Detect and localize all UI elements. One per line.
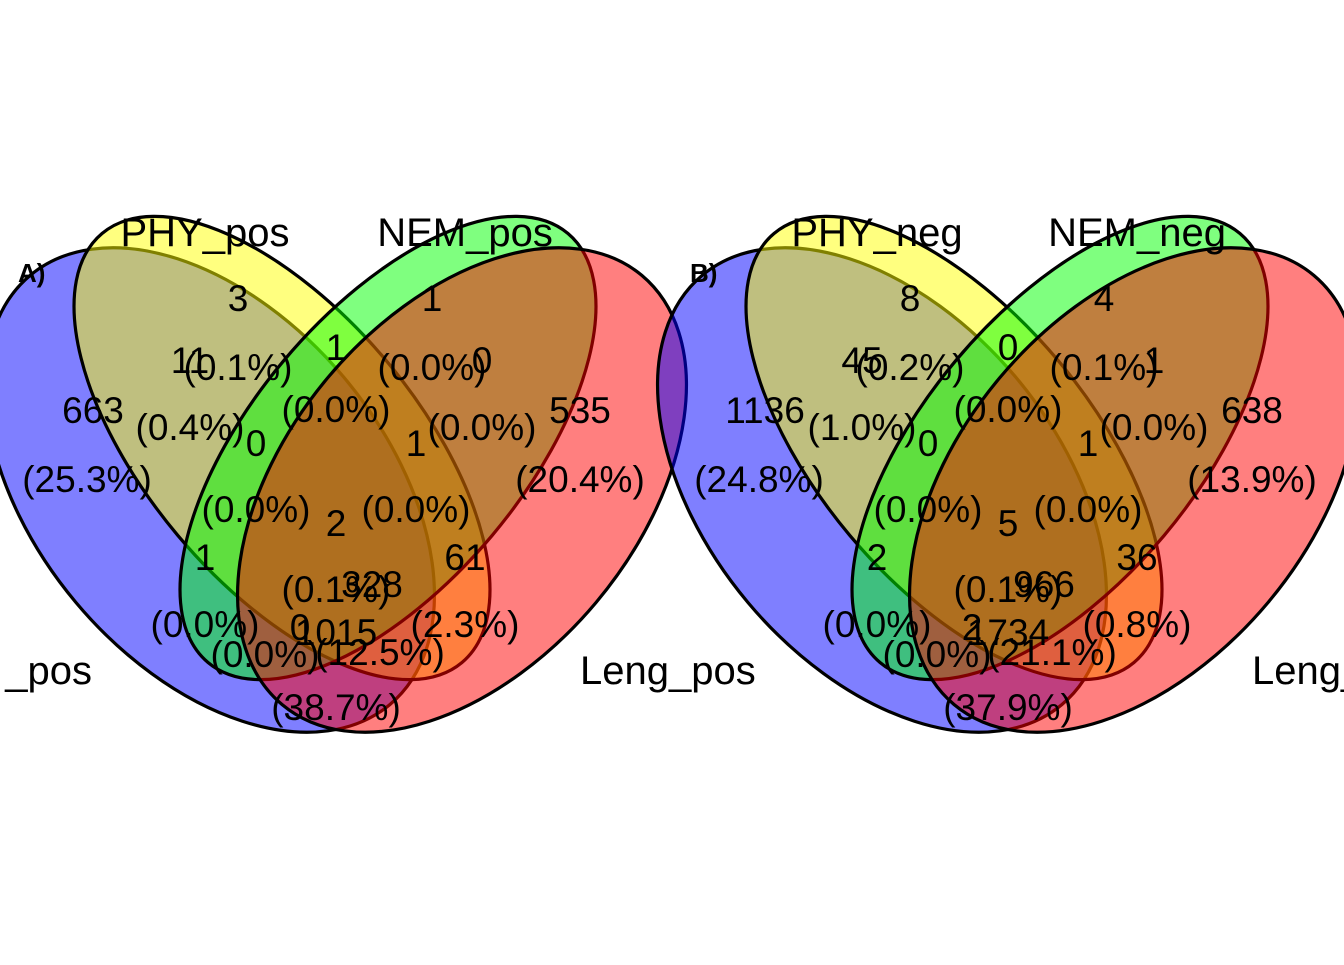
region-count: 61	[444, 537, 485, 578]
region-count: 5	[998, 503, 1019, 544]
region-percent: (37.9%)	[943, 687, 1073, 728]
region-percent: (0.1%)	[282, 569, 391, 610]
region-percent: (0.0%)	[378, 347, 487, 388]
region-count: 328	[341, 564, 403, 605]
region-percent: (0.0%)	[954, 389, 1063, 430]
region-count: 36	[1116, 537, 1157, 578]
region-percent: (21.1%)	[987, 632, 1117, 673]
region-count: 2	[962, 607, 983, 648]
set-label-green-b: NEM_neg	[1048, 211, 1226, 255]
set-label-yellow-b: PHY_neg	[791, 211, 962, 255]
region-count: 2	[326, 503, 347, 544]
region-percent: (38.7%)	[271, 687, 401, 728]
region-count: 663	[62, 390, 124, 431]
region-count: 0	[998, 327, 1019, 368]
region-percent: (13.9%)	[1187, 459, 1317, 500]
region-percent: (0.1%)	[1050, 347, 1159, 388]
venn-panel-a: PHY_pos NEM_pos _pos Leng_pos A) 663 (25…	[0, 211, 756, 734]
region-percent: (0.0%)	[823, 604, 932, 645]
region-count: 1	[422, 278, 443, 319]
ellipse-red-b	[907, 246, 1344, 734]
region-percent: (0.1%)	[184, 347, 293, 388]
region-count: 45	[841, 340, 882, 381]
set-label-yellow-a: PHY_pos	[121, 211, 290, 255]
region-percent: (0.0%)	[362, 489, 471, 530]
region-count: 1	[406, 423, 427, 464]
venn-panel-b: PHY_neg NEM_neg Leng_neg B) 1136 (24.8%)…	[655, 211, 1344, 734]
region-percent: (0.0%)	[874, 489, 983, 530]
set-labels-b: PHY_neg NEM_neg Leng_neg	[791, 211, 1344, 693]
region-labels-a: 663 (25.3%) 3 (0.1%) 1 (0.0%) 535 (20.4%…	[22, 278, 645, 728]
region-percent: (25.3%)	[22, 459, 152, 500]
set-labels-a: PHY_pos NEM_pos _pos Leng_pos	[4, 211, 755, 693]
region-percent: (12.5%)	[315, 632, 445, 673]
region-percent: (2.3%)	[411, 604, 520, 645]
region-percent: (0.0%)	[211, 634, 320, 675]
region-count: 1	[195, 537, 216, 578]
region-percent: (0.0%)	[202, 489, 311, 530]
region-count: 1734	[967, 612, 1049, 653]
region-percent: (0.4%)	[136, 407, 245, 448]
region-count: 2	[867, 537, 888, 578]
region-count: 3	[228, 278, 249, 319]
region-percent: (0.0%)	[151, 604, 260, 645]
set-label-blue-a: _pos	[4, 649, 92, 693]
region-percent: (1.0%)	[808, 407, 917, 448]
region-percent: (0.0%)	[1100, 407, 1209, 448]
region-percent: (0.0%)	[428, 407, 537, 448]
region-percent: (0.0%)	[282, 389, 391, 430]
region-count: 638	[1221, 390, 1283, 431]
region-count: 0	[918, 423, 939, 464]
region-count: 535	[549, 390, 611, 431]
region-count: 1	[1078, 423, 1099, 464]
ellipse-group-a	[0, 214, 689, 734]
panel-tag-b: B)	[690, 258, 717, 288]
region-percent: (20.4%)	[515, 459, 645, 500]
region-percent: (0.2%)	[856, 347, 965, 388]
panel-tag-a: A)	[18, 258, 45, 288]
region-count: 11	[171, 340, 209, 381]
set-label-green-a: NEM_pos	[377, 211, 553, 255]
set-label-red-a: Leng_pos	[580, 649, 756, 693]
region-labels-b: 1136 (24.8%) 8 (0.2%) 4 (0.1%) 638 (13.9…	[694, 278, 1317, 728]
region-percent: (0.0%)	[1034, 489, 1143, 530]
region-percent: (0.8%)	[1083, 604, 1192, 645]
ellipse-group-b	[655, 214, 1344, 734]
region-count: 8	[900, 278, 921, 319]
region-count: 0	[472, 340, 493, 381]
region-percent: (0.0%)	[883, 634, 992, 675]
set-label-red-b: Leng_neg	[1252, 649, 1344, 693]
region-count: 0	[290, 607, 311, 648]
region-count: 1	[1144, 340, 1165, 381]
region-count: 4	[1094, 278, 1115, 319]
region-percent: (0.1%)	[954, 569, 1063, 610]
region-count: 1015	[295, 612, 377, 653]
region-count: 1136	[725, 390, 805, 431]
region-count: 966	[1013, 564, 1075, 605]
ellipse-red-a	[235, 246, 689, 734]
region-percent: (24.8%)	[694, 459, 824, 500]
region-count: 1	[326, 327, 347, 368]
region-count: 0	[246, 423, 267, 464]
